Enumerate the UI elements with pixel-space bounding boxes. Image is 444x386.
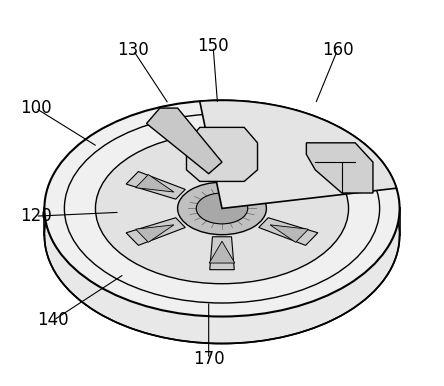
- Polygon shape: [210, 237, 234, 270]
- Text: 140: 140: [37, 312, 69, 329]
- Ellipse shape: [44, 127, 400, 344]
- Polygon shape: [126, 171, 185, 199]
- Text: 120: 120: [20, 207, 52, 225]
- Ellipse shape: [178, 182, 266, 235]
- Polygon shape: [209, 154, 235, 176]
- Polygon shape: [210, 147, 234, 180]
- Polygon shape: [270, 174, 309, 192]
- Text: 130: 130: [117, 41, 149, 59]
- Polygon shape: [135, 225, 174, 242]
- Polygon shape: [200, 100, 396, 208]
- Polygon shape: [209, 241, 235, 263]
- Polygon shape: [135, 174, 174, 192]
- Polygon shape: [306, 143, 373, 193]
- Text: 160: 160: [321, 41, 353, 59]
- Ellipse shape: [44, 100, 400, 317]
- Text: 100: 100: [20, 99, 52, 117]
- Polygon shape: [147, 108, 222, 174]
- Text: 150: 150: [197, 37, 229, 55]
- Polygon shape: [259, 218, 318, 245]
- Polygon shape: [270, 225, 309, 242]
- Ellipse shape: [196, 193, 248, 224]
- Polygon shape: [186, 127, 258, 181]
- Polygon shape: [126, 218, 185, 245]
- Polygon shape: [259, 171, 318, 199]
- Text: 170: 170: [193, 350, 225, 368]
- Ellipse shape: [95, 133, 349, 284]
